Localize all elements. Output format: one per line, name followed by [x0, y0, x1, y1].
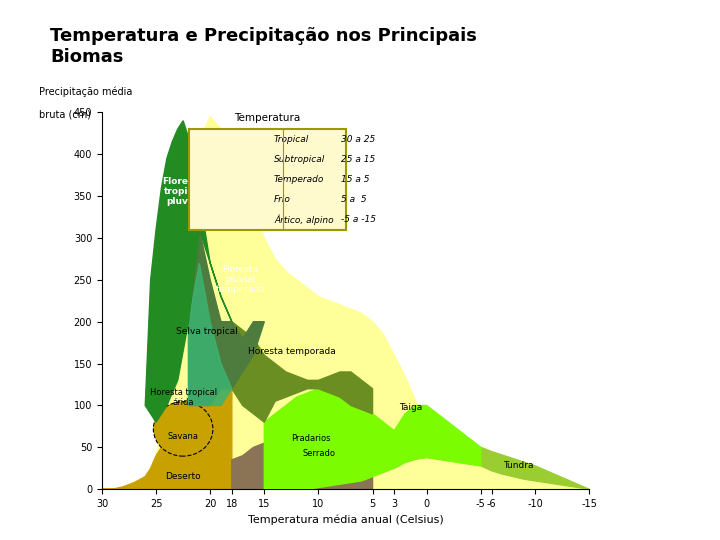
- Polygon shape: [232, 322, 372, 422]
- Polygon shape: [264, 389, 481, 489]
- Text: Horesta tropical
árida: Horesta tropical árida: [150, 388, 217, 408]
- Text: Subtropical: Subtropical: [274, 155, 325, 164]
- Text: 30 a 25: 30 a 25: [341, 134, 375, 144]
- Text: Floresta
tropical
pluvial: Floresta tropical pluvial: [162, 177, 204, 206]
- Text: Deserto: Deserto: [166, 472, 201, 481]
- Text: Serrado: Serrado: [302, 449, 336, 458]
- Polygon shape: [102, 389, 232, 489]
- Polygon shape: [232, 435, 372, 489]
- Text: Precipitação média: Precipitação média: [39, 87, 132, 97]
- Text: 25 a 15: 25 a 15: [341, 155, 375, 164]
- FancyBboxPatch shape: [189, 129, 346, 230]
- Polygon shape: [102, 117, 589, 489]
- Polygon shape: [145, 121, 232, 422]
- Text: Selva tropical: Selva tropical: [176, 327, 238, 336]
- Polygon shape: [395, 443, 589, 489]
- Text: Pradarios: Pradarios: [292, 434, 331, 443]
- Text: Savana: Savana: [168, 432, 199, 441]
- Text: Frio: Frio: [274, 195, 291, 204]
- Text: Temperado: Temperado: [274, 175, 325, 184]
- Text: Floresta
pluvial
temperada: Floresta pluvial temperada: [215, 265, 266, 294]
- Polygon shape: [189, 230, 264, 406]
- Polygon shape: [189, 263, 232, 406]
- Text: Taiga: Taiga: [399, 403, 422, 411]
- Text: Horesta temporada: Horesta temporada: [248, 347, 336, 355]
- Text: Temperatura e Precipitação nos Principais
Biomas: Temperatura e Precipitação nos Principai…: [50, 27, 477, 66]
- X-axis label: Temperatura média anual (Celsius): Temperatura média anual (Celsius): [248, 515, 444, 525]
- Text: Tundra: Tundra: [503, 461, 534, 470]
- Text: Tropical: Tropical: [274, 134, 310, 144]
- Text: -5 a -15: -5 a -15: [341, 215, 376, 224]
- Ellipse shape: [153, 402, 213, 456]
- Text: 15 a 5: 15 a 5: [341, 175, 369, 184]
- Text: 5 a  5: 5 a 5: [341, 195, 366, 204]
- Text: Temperatura: Temperatura: [234, 113, 300, 123]
- Text: Ártico, alpino: Ártico, alpino: [274, 214, 333, 225]
- Text: bruta (cm): bruta (cm): [39, 110, 91, 120]
